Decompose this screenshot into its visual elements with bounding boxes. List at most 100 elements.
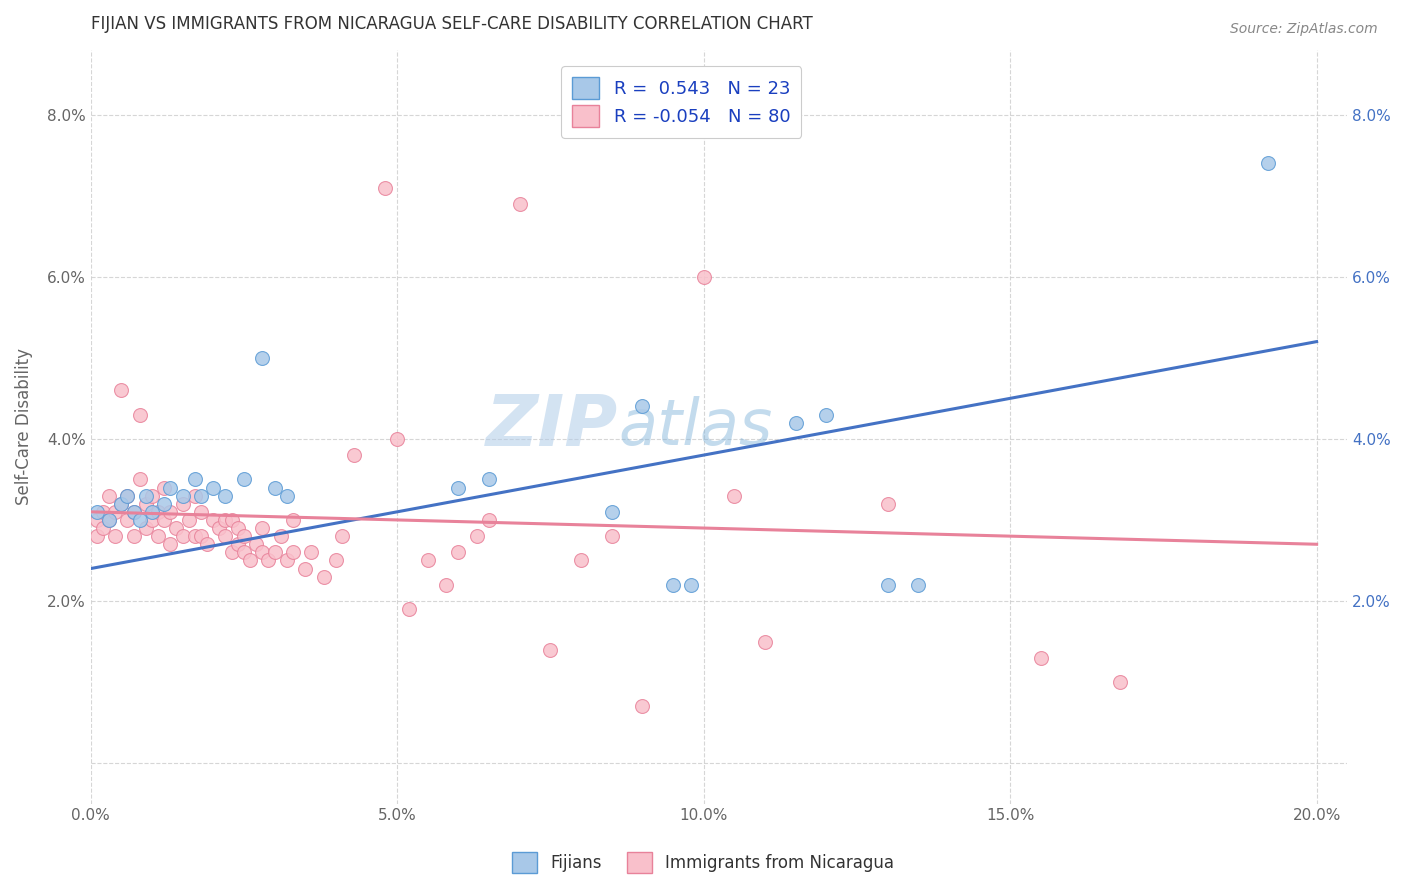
Point [276, 489, 298, 503]
Point [172, 529, 194, 543]
Point [153, 481, 176, 495]
Point [172, 489, 194, 503]
Point [135, 497, 157, 511]
Point [110, 497, 132, 511]
Point [600, 505, 623, 519]
Point [172, 497, 194, 511]
Point [754, 634, 776, 648]
Point [104, 529, 127, 543]
Point [184, 529, 207, 543]
Legend: R =  0.543   N = 23, R = -0.054   N = 80: R = 0.543 N = 23, R = -0.054 N = 80 [561, 66, 801, 137]
Point [177, 513, 200, 527]
Point [91, 521, 114, 535]
Point [252, 351, 274, 365]
Point [434, 578, 457, 592]
Point [184, 472, 207, 486]
Point [128, 513, 150, 527]
Point [723, 489, 745, 503]
Point [208, 521, 231, 535]
Point [263, 481, 285, 495]
Point [600, 529, 623, 543]
Point [509, 197, 531, 211]
Point [692, 269, 714, 284]
Point [141, 513, 163, 527]
Point [141, 505, 163, 519]
Point [465, 529, 488, 543]
Point [447, 545, 470, 559]
Point [153, 513, 176, 527]
Point [190, 529, 212, 543]
Point [447, 481, 470, 495]
Point [110, 384, 132, 398]
Point [815, 408, 838, 422]
Text: Source: ZipAtlas.com: Source: ZipAtlas.com [1230, 22, 1378, 37]
Point [146, 505, 169, 519]
Point [214, 529, 236, 543]
Point [226, 521, 249, 535]
Point [245, 537, 267, 551]
Point [299, 545, 322, 559]
Point [876, 578, 898, 592]
Point [662, 578, 685, 592]
Point [117, 513, 139, 527]
Point [257, 553, 280, 567]
Point [1109, 675, 1132, 690]
Point [128, 408, 150, 422]
Point [330, 529, 353, 543]
Point [117, 489, 139, 503]
Text: atlas: atlas [619, 396, 773, 458]
Point [135, 489, 157, 503]
Point [263, 545, 285, 559]
Point [312, 569, 335, 583]
Point [184, 489, 207, 503]
Point [141, 489, 163, 503]
Point [202, 481, 225, 495]
Point [159, 505, 181, 519]
Y-axis label: Self-Care Disability: Self-Care Disability [15, 348, 32, 505]
Point [195, 537, 218, 551]
Point [538, 642, 561, 657]
Point [270, 529, 292, 543]
Point [569, 553, 592, 567]
Point [478, 513, 501, 527]
Point [631, 699, 654, 714]
Point [907, 578, 929, 592]
Point [98, 513, 121, 527]
Point [239, 553, 262, 567]
Point [110, 497, 132, 511]
Legend: Fijians, Immigrants from Nicaragua: Fijians, Immigrants from Nicaragua [505, 846, 901, 880]
Point [416, 553, 439, 567]
Point [98, 489, 121, 503]
Point [281, 545, 304, 559]
Point [343, 448, 366, 462]
Point [232, 472, 254, 486]
Text: FIJIAN VS IMMIGRANTS FROM NICARAGUA SELF-CARE DISABILITY CORRELATION CHART: FIJIAN VS IMMIGRANTS FROM NICARAGUA SELF… [90, 15, 813, 33]
Point [294, 561, 316, 575]
Point [221, 545, 243, 559]
Point [214, 489, 236, 503]
Point [122, 505, 145, 519]
Point [128, 472, 150, 486]
Point [86, 513, 108, 527]
Point [91, 505, 114, 519]
Point [159, 537, 181, 551]
Point [478, 472, 501, 486]
Point [214, 513, 236, 527]
Point [232, 529, 254, 543]
Point [681, 578, 703, 592]
Point [876, 497, 898, 511]
Point [221, 513, 243, 527]
Point [631, 400, 654, 414]
Point [385, 432, 408, 446]
Point [398, 602, 420, 616]
Point [232, 545, 254, 559]
Point [98, 513, 121, 527]
Point [159, 481, 181, 495]
Point [190, 489, 212, 503]
Point [135, 521, 157, 535]
Point [165, 521, 187, 535]
Point [190, 505, 212, 519]
Point [122, 505, 145, 519]
Point [1029, 650, 1052, 665]
Point [86, 505, 108, 519]
